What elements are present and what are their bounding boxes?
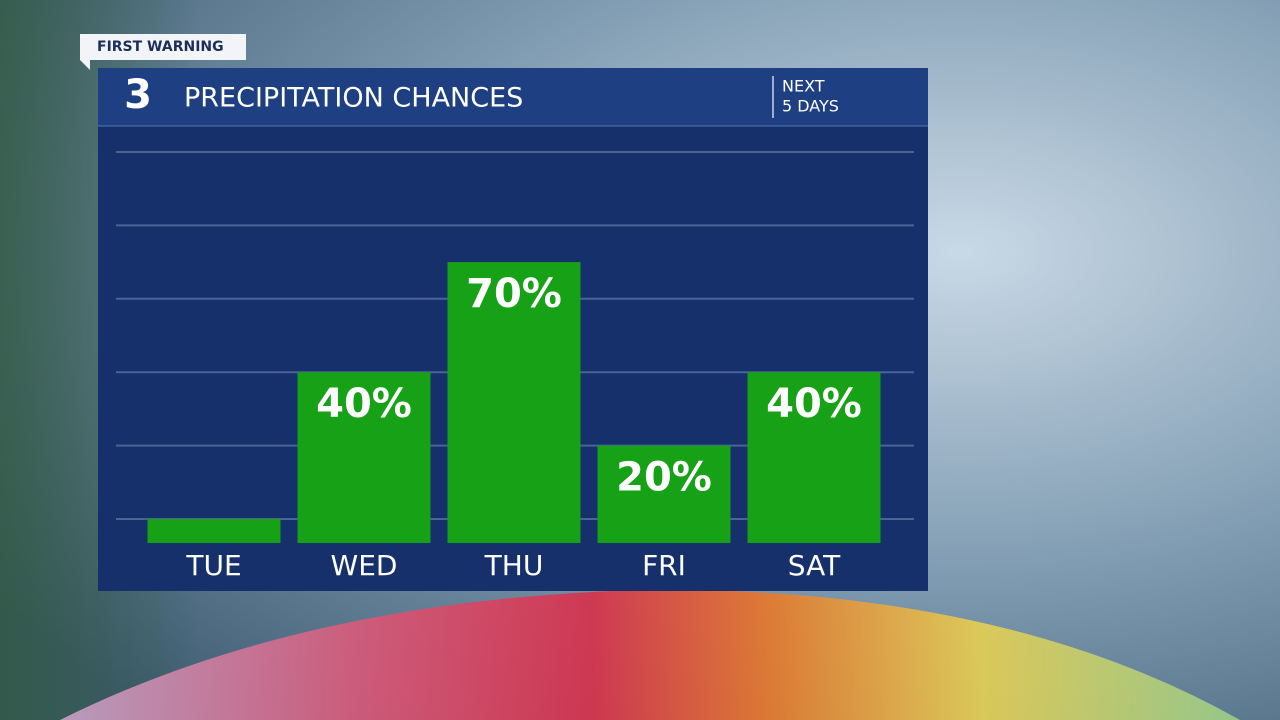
- bar: [297, 372, 431, 543]
- chart-title: PRECIPITATION CHANCES: [184, 83, 523, 114]
- value-label: 20%: [616, 455, 712, 501]
- umbrella: [60, 589, 1240, 720]
- x-tick-label: WED: [331, 549, 398, 582]
- logo: 3: [124, 72, 152, 118]
- value-label: 70%: [466, 271, 562, 317]
- x-tick-label: SAT: [788, 549, 841, 582]
- value-label: 40%: [766, 381, 862, 427]
- x-tick-label: THU: [484, 549, 544, 582]
- bar: [147, 519, 281, 543]
- x-tick-label: TUE: [185, 549, 241, 582]
- bar: [597, 445, 731, 543]
- badge: [80, 34, 246, 70]
- header: [98, 68, 928, 126]
- x-tick-label: FRI: [642, 549, 686, 582]
- bar: [747, 372, 881, 543]
- bar: [447, 262, 581, 543]
- badge-text: FIRST WARNING: [97, 39, 224, 55]
- value-label: 40%: [316, 381, 412, 427]
- subtitle: NEXT: [782, 77, 825, 96]
- subtitle: 5 DAYS: [782, 97, 839, 116]
